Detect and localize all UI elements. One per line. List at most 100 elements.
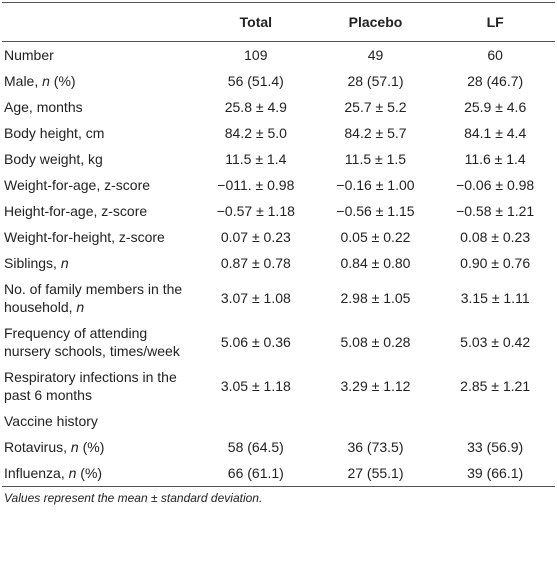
value-cell: 28 (57.1)	[316, 68, 436, 94]
cell-value: 84.2 ± 5.7	[344, 125, 407, 141]
row-label: Influenza, n (%)	[2, 460, 196, 487]
value-cell: −0.58 ± 1.21	[435, 198, 555, 224]
cell-value: 0.84 ± 0.80	[340, 255, 411, 271]
value-cell: 25.7 ± 5.2	[316, 94, 436, 120]
value-cell: 66 (61.1)	[196, 460, 316, 487]
row-label: Vaccine history	[2, 408, 196, 434]
column-header: Placebo	[348, 14, 403, 30]
value-cell	[316, 408, 436, 434]
label-text: Vaccine history	[4, 413, 98, 429]
value-cell: −0.16 ± 1.00	[316, 172, 436, 198]
cell-value: 66 (61.1)	[227, 465, 284, 481]
table-row: Weight-for-age, z-score −011. ± 0.98 −0.16…	[2, 172, 555, 198]
label-text: Number	[4, 47, 54, 63]
cell-value: 3.07 ± 1.08	[220, 290, 291, 306]
cell-value: 3.15 ± 1.11	[460, 290, 530, 306]
cell-value: 33 (56.9)	[467, 439, 524, 455]
table-row: Height-for-age, z-score −0.57 ± 1.18 −0.56…	[2, 198, 555, 224]
value-cell: 25.9 ± 4.6	[435, 94, 555, 120]
row-label: No. of family members in the household, …	[2, 276, 196, 320]
label-text: Weight-for-height, z-score	[4, 229, 165, 245]
value-cell	[435, 408, 555, 434]
value-cell: 2.98 ± 1.05	[316, 276, 436, 320]
value-cell: 58 (64.5)	[196, 434, 316, 460]
cell-value: 0.07 ± 0.23	[220, 229, 291, 245]
value-cell: 109	[196, 42, 316, 69]
cell-value: 5.08 ± 0.28	[340, 334, 411, 350]
cell-value: 28 (46.7)	[467, 73, 524, 89]
cell-value: 3.05 ± 1.18	[220, 378, 291, 394]
value-cell: −011. ± 0.98	[196, 172, 316, 198]
table-head: Total Placebo LF	[2, 2, 555, 42]
cell-value: −0.56 ± 1.15	[336, 203, 415, 219]
row-label: Age, months	[2, 94, 196, 120]
italic-symbol: n	[70, 439, 79, 455]
value-cell: −0.06 ± 0.98	[435, 172, 555, 198]
row-label: Weight-for-height, z-score	[2, 224, 196, 250]
italic-symbol: n	[60, 255, 69, 271]
cell-value: 25.9 ± 4.6	[464, 99, 527, 115]
value-cell: 25.8 ± 4.9	[196, 94, 316, 120]
label-text: Weight-for-age, z-score	[4, 177, 151, 193]
table-row: Vaccine history	[2, 408, 555, 434]
row-label: Frequency of attending nursery schools, …	[2, 320, 196, 364]
value-cell: 84.2 ± 5.0	[196, 120, 316, 146]
italic-symbol: n	[68, 465, 77, 481]
header-row: Total Placebo LF	[2, 2, 555, 42]
row-label: Number	[2, 42, 196, 69]
cell-value: −0.58 ± 1.21	[456, 203, 535, 219]
table-row: Frequency of attending nursery schools, …	[2, 320, 555, 364]
value-cell: 2.85 ± 1.21	[435, 364, 555, 408]
cell-value: 0.08 ± 0.23	[460, 229, 531, 245]
label-text: Body weight, kg	[4, 151, 103, 167]
data-table: Total Placebo LF Number 109 49 60 Male, n (%) 5…	[2, 2, 555, 487]
cell-value: −0.06 ± 0.98	[456, 177, 535, 193]
column-header: Total	[239, 14, 273, 30]
label-text: (%)	[78, 439, 105, 455]
value-cell: 11.6 ± 1.4	[435, 146, 555, 172]
label-text: Age, months	[4, 99, 83, 115]
table-row: Respiratory infections in the past 6 mon…	[2, 364, 555, 408]
value-cell: 39 (66.1)	[435, 460, 555, 487]
value-cell: 27 (55.1)	[316, 460, 436, 487]
row-label: Rotavirus, n (%)	[2, 434, 196, 460]
value-cell: −0.57 ± 1.18	[196, 198, 316, 224]
value-cell: 3.07 ± 1.08	[196, 276, 316, 320]
cell-value: −0.16 ± 1.00	[336, 177, 415, 193]
cell-value: 0.05 ± 0.22	[340, 229, 411, 245]
cell-value: −011. ± 0.98	[217, 177, 295, 193]
value-cell: 5.06 ± 0.36	[196, 320, 316, 364]
row-label: Respiratory infections in the past 6 mon…	[2, 364, 196, 408]
row-label: Siblings, n	[2, 250, 196, 276]
value-cell: 3.15 ± 1.11	[435, 276, 555, 320]
cell-value: 109	[244, 47, 268, 63]
footnote: Values represent the mean ± standard dev…	[4, 491, 263, 505]
cell-value: 11.6 ± 1.4	[464, 151, 526, 167]
table-row: Rotavirus, n (%) 58 (64.5) 36 (73.5) 33 (56…	[2, 434, 555, 460]
value-cell: 0.08 ± 0.23	[435, 224, 555, 250]
cell-value: 5.06 ± 0.36	[220, 334, 291, 350]
row-label: Weight-for-age, z-score	[2, 172, 196, 198]
value-cell: 0.07 ± 0.23	[196, 224, 316, 250]
value-cell: 11.5 ± 1.5	[316, 146, 436, 172]
cell-value: 11.5 ± 1.4	[225, 151, 287, 167]
cell-value: 2.85 ± 1.21	[460, 378, 531, 394]
cell-value: 0.87 ± 0.78	[220, 255, 291, 271]
value-cell: 84.2 ± 5.7	[316, 120, 436, 146]
label-text: Rotavirus,	[4, 439, 71, 455]
value-cell: 0.90 ± 0.76	[435, 250, 555, 276]
value-cell: 36 (73.5)	[316, 434, 436, 460]
cell-value: 36 (73.5)	[347, 439, 404, 455]
label-text: (%)	[49, 73, 76, 89]
value-cell: 56 (51.4)	[196, 68, 316, 94]
label-text: (%)	[76, 465, 103, 481]
label-text: Height-for-age, z-score	[4, 203, 148, 219]
row-label: Height-for-age, z-score	[2, 198, 196, 224]
table-row: Age, months 25.8 ± 4.9 25.7 ± 5.2 25.9 ± 4.…	[2, 94, 555, 120]
value-cell: 0.84 ± 0.80	[316, 250, 436, 276]
cell-value: −0.57 ± 1.18	[216, 203, 295, 219]
cell-value: 58 (64.5)	[227, 439, 284, 455]
table-row: Body height, cm 84.2 ± 5.0 84.2 ± 5.7 84.1 …	[2, 120, 555, 146]
cell-value: 0.90 ± 0.76	[460, 255, 531, 271]
